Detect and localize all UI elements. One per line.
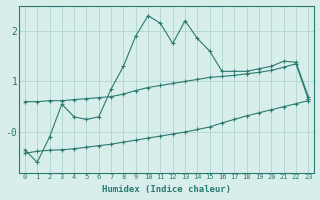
X-axis label: Humidex (Indice chaleur): Humidex (Indice chaleur) — [102, 185, 231, 194]
